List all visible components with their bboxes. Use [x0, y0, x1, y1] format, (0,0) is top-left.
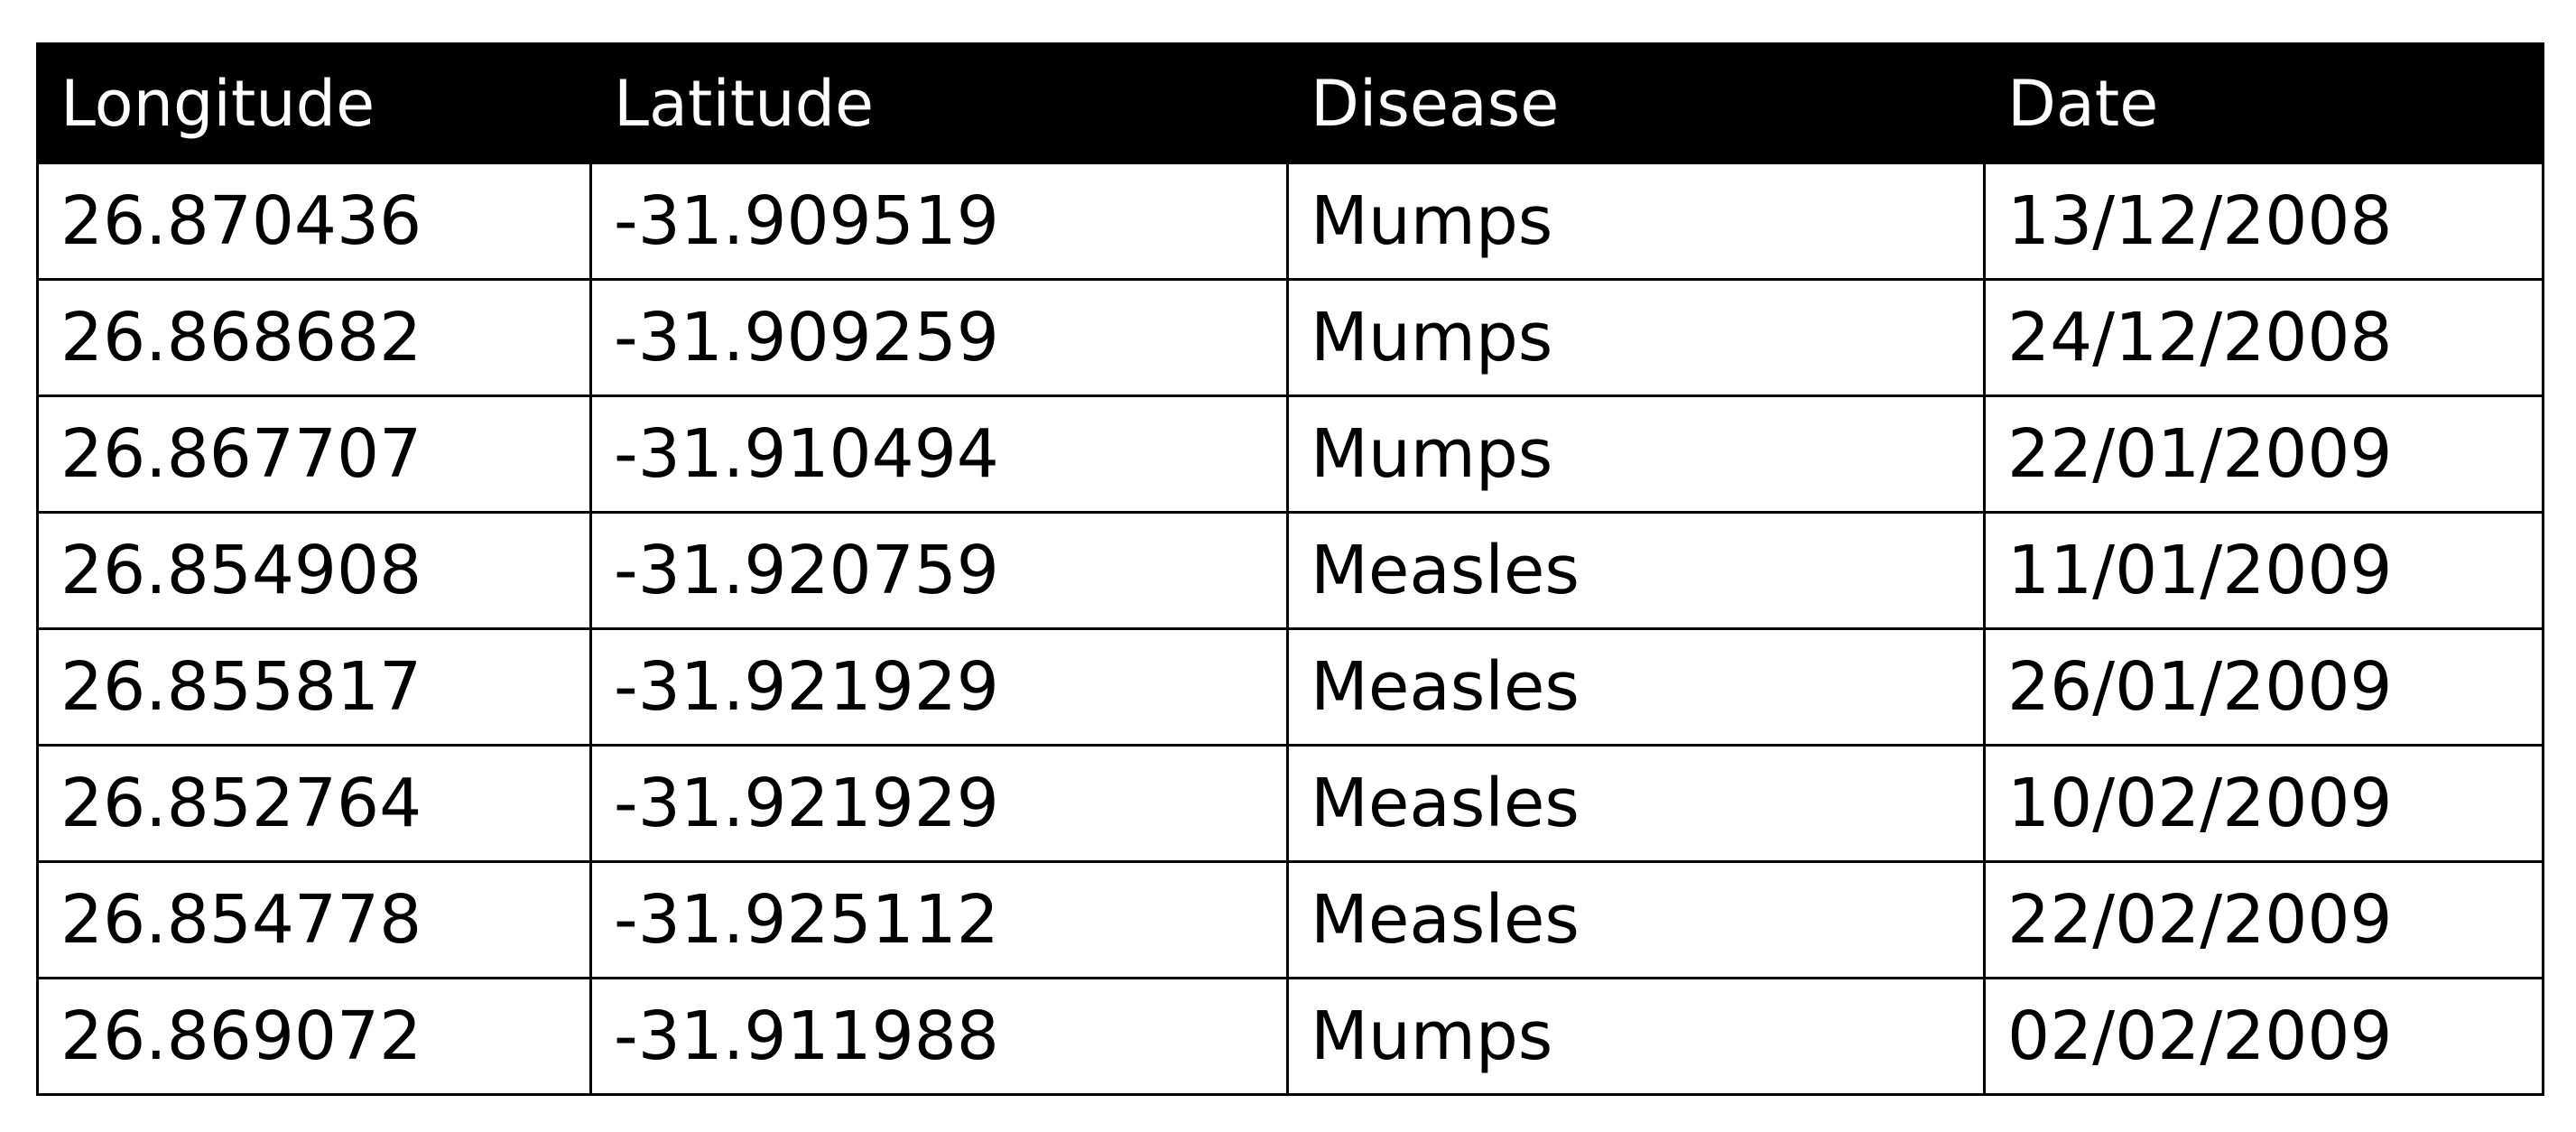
disease-cell: Measles	[1286, 511, 1986, 630]
table-row: 26.869072 -31.911988 Mumps 02/02/2009	[36, 977, 2544, 1096]
latitude-cell: -31.921929	[589, 744, 1289, 863]
date-cell: 10/02/2009	[1983, 744, 2544, 863]
latitude-cell: -31.909519	[589, 162, 1289, 281]
table-row: 26.855817 -31.921929 Measles 26/01/2009	[36, 627, 2544, 747]
column-header-disease: Disease	[1286, 42, 1986, 164]
column-header-longitude: Longitude	[36, 42, 592, 164]
table-row: 26.854908 -31.920759 Measles 11/01/2009	[36, 511, 2544, 630]
disease-cell: Measles	[1286, 627, 1986, 747]
date-cell: 13/12/2008	[1983, 162, 2544, 281]
longitude-cell: 26.869072	[36, 977, 592, 1096]
table-row: 26.867707 -31.910494 Mumps 22/01/2009	[36, 394, 2544, 514]
disease-cell: Mumps	[1286, 162, 1986, 281]
disease-table-container: Longitude Latitude Disease Date 26.87043…	[36, 42, 2544, 1096]
date-cell: 02/02/2009	[1983, 977, 2544, 1096]
column-header-date: Date	[1983, 42, 2544, 164]
table-row: 26.870436 -31.909519 Mumps 13/12/2008	[36, 162, 2544, 281]
latitude-cell: -31.910494	[589, 394, 1289, 514]
date-cell: 11/01/2009	[1983, 511, 2544, 630]
table-row: 26.868682 -31.909259 Mumps 24/12/2008	[36, 278, 2544, 397]
table-row: 26.854778 -31.925112 Measles 22/02/2009	[36, 860, 2544, 979]
latitude-cell: -31.911988	[589, 977, 1289, 1096]
column-header-latitude: Latitude	[589, 42, 1289, 164]
longitude-cell: 26.854908	[36, 511, 592, 630]
latitude-cell: -31.909259	[589, 278, 1289, 397]
disease-table: Longitude Latitude Disease Date 26.87043…	[36, 42, 2544, 1096]
longitude-cell: 26.870436	[36, 162, 592, 281]
disease-cell: Measles	[1286, 860, 1986, 979]
disease-cell: Mumps	[1286, 278, 1986, 397]
disease-cell: Mumps	[1286, 394, 1986, 514]
longitude-cell: 26.854778	[36, 860, 592, 979]
date-cell: 22/01/2009	[1983, 394, 2544, 514]
latitude-cell: -31.921929	[589, 627, 1289, 747]
date-cell: 22/02/2009	[1983, 860, 2544, 979]
table-header-row: Longitude Latitude Disease Date	[36, 42, 2544, 164]
table-row: 26.852764 -31.921929 Measles 10/02/2009	[36, 744, 2544, 863]
date-cell: 26/01/2009	[1983, 627, 2544, 747]
longitude-cell: 26.855817	[36, 627, 592, 747]
latitude-cell: -31.925112	[589, 860, 1289, 979]
longitude-cell: 26.868682	[36, 278, 592, 397]
date-cell: 24/12/2008	[1983, 278, 2544, 397]
latitude-cell: -31.920759	[589, 511, 1289, 630]
longitude-cell: 26.852764	[36, 744, 592, 863]
disease-cell: Measles	[1286, 744, 1986, 863]
disease-cell: Mumps	[1286, 977, 1986, 1096]
longitude-cell: 26.867707	[36, 394, 592, 514]
